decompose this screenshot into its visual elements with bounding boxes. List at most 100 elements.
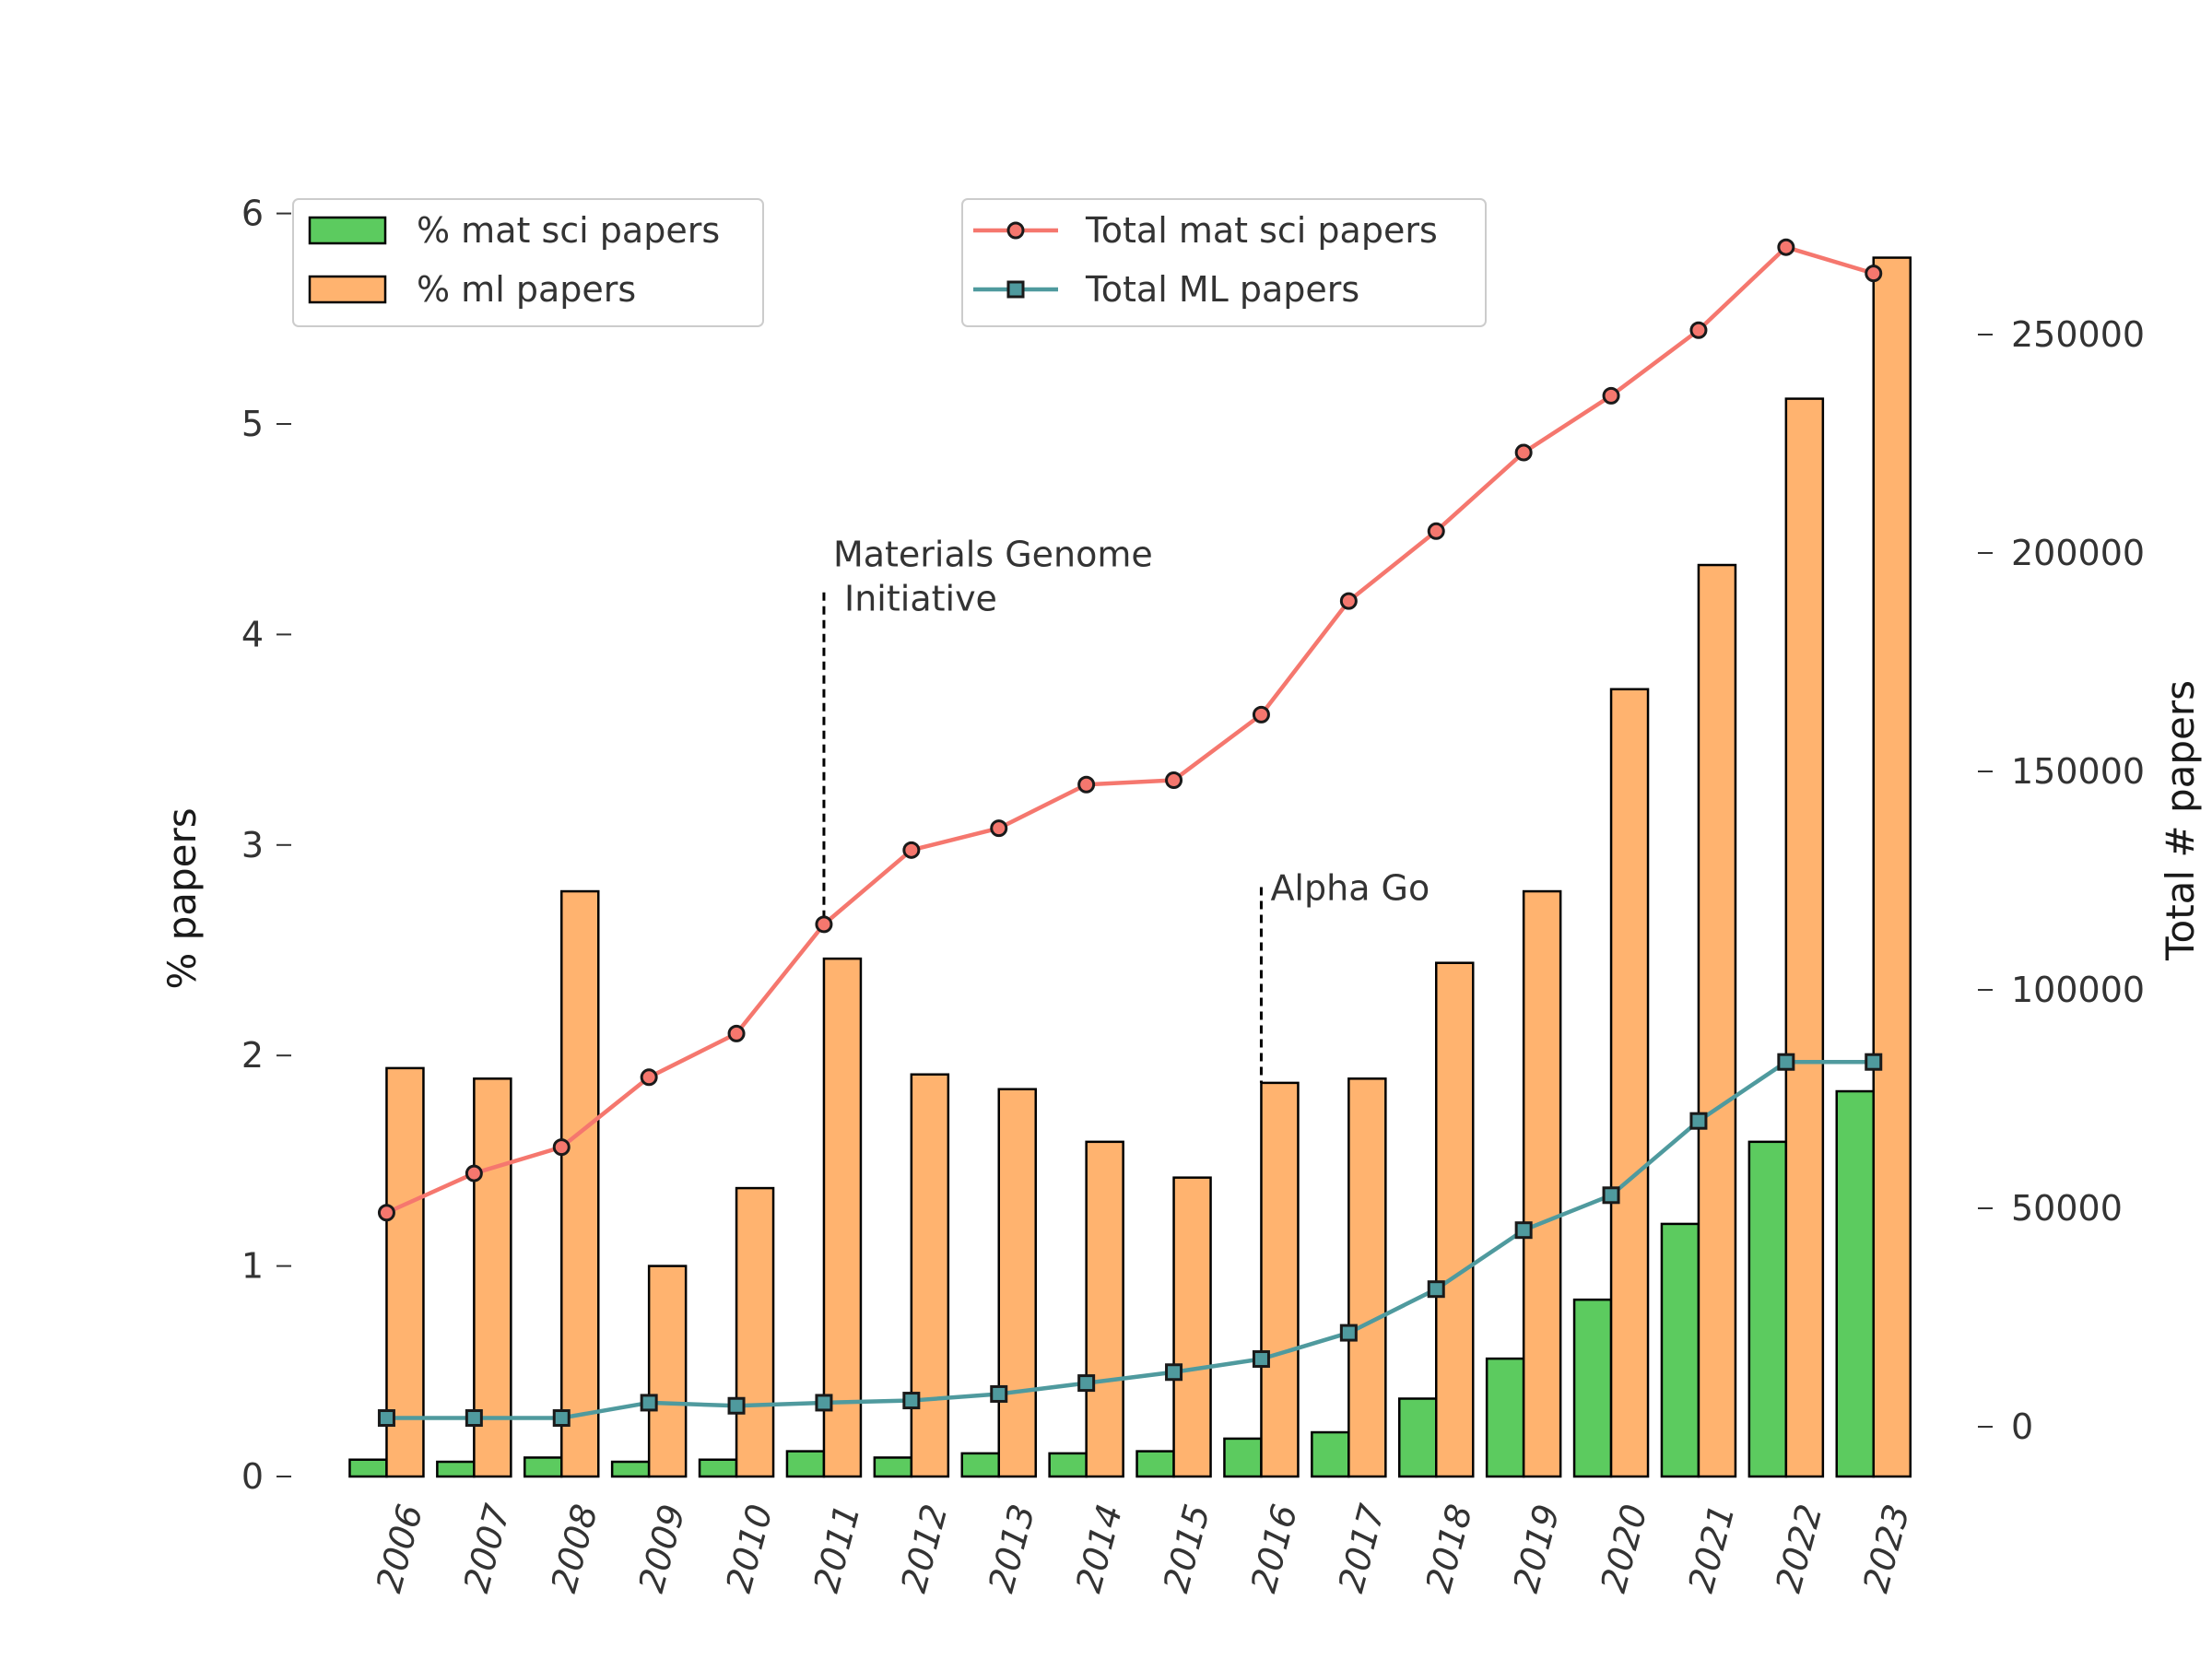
x-tick-label-2023: 2023	[1855, 1500, 1918, 1597]
point-total-ml-2017	[1339, 1324, 1358, 1342]
point-total-ml-2019	[1514, 1221, 1533, 1240]
legend-label-mat-sci-pct: % mat sci papers	[417, 210, 720, 251]
bar-mat-sci-pct-2010	[698, 1458, 738, 1478]
x-tick-label-2010: 2010	[718, 1500, 781, 1597]
annotation-label-2011: Materials Genome	[833, 535, 1153, 575]
x-tick-label-2006: 2006	[369, 1500, 431, 1597]
bars-layer	[348, 256, 1912, 1478]
legend-label-ml-pct: % ml papers	[417, 269, 636, 310]
legend-label-ml-total: Total ML papers	[1085, 269, 1359, 310]
y2-tick-label-200000: 200000	[2011, 533, 2145, 573]
bar-mat-sci-pct-2011	[785, 1450, 826, 1478]
point-total-ml-2006	[377, 1409, 395, 1428]
bar-mat-sci-pct-2014	[1048, 1452, 1088, 1478]
bar-mat-sci-pct-2015	[1135, 1450, 1175, 1478]
y2-tick-label-150000: 150000	[2011, 751, 2145, 792]
bar-mat-sci-pct-2008	[524, 1456, 563, 1478]
point-total-mat-sci-2019	[1514, 443, 1533, 462]
y-tick-label-0: 0	[241, 1456, 264, 1497]
x-tick-label-2013: 2013	[981, 1500, 1043, 1597]
x-axis: 2006 2007 2008 2009 2010 2011 2012 2013 2014 2015…	[369, 1500, 1918, 1597]
bar-mat-sci-pct-2023	[1835, 1089, 1875, 1478]
bar-ml-pct-2014	[1085, 1140, 1124, 1478]
bar-mat-sci-pct-2006	[348, 1458, 388, 1478]
legend-bars: % mat sci papers % ml papers	[292, 198, 764, 327]
legend-lines-frame	[961, 198, 1487, 327]
x-tick-label-2017: 2017	[1331, 1500, 1394, 1597]
point-total-ml-2009	[640, 1394, 658, 1412]
bar-mat-sci-pct-2017	[1311, 1430, 1350, 1478]
point-total-mat-sci-2023	[1865, 265, 1883, 283]
right-axis: 0 50000 100000 150000 200000 250000	[1978, 314, 2145, 1447]
point-total-mat-sci-2011	[815, 915, 833, 934]
point-total-ml-2022	[1777, 1053, 1795, 1071]
y2-tick-label-0: 0	[2011, 1406, 2033, 1447]
bar-mat-sci-pct-2022	[1747, 1140, 1788, 1478]
lines-layer	[377, 238, 1883, 1428]
annotation-label-2016: Alpha Go	[1270, 867, 1430, 908]
bar-ml-pct-2008	[560, 889, 600, 1478]
x-tick-label-2012: 2012	[893, 1500, 956, 1597]
y2-axis-label: Total # papers	[2158, 680, 2203, 961]
x-tick-label-2019: 2019	[1505, 1500, 1568, 1597]
bar-mat-sci-pct-2018	[1398, 1397, 1438, 1478]
x-tick-label-2022: 2022	[1768, 1500, 1830, 1597]
annotations-layer: Materials Genome Initiative Alpha Go	[822, 535, 1430, 1083]
bar-ml-pct-2011	[822, 957, 863, 1478]
point-total-mat-sci-2022	[1777, 238, 1795, 256]
x-tick-label-2021: 2021	[1680, 1500, 1743, 1597]
x-tick-label-2014: 2014	[1068, 1500, 1131, 1597]
bar-ml-pct-2019	[1522, 889, 1562, 1478]
bar-ml-pct-2013	[997, 1088, 1037, 1478]
line-total-ml	[386, 1059, 1874, 1420]
point-total-mat-sci-2015	[1165, 771, 1183, 789]
point-total-ml-2020	[1602, 1186, 1620, 1205]
point-total-mat-sci-2009	[640, 1068, 658, 1087]
annotation-label2-2011: Initiative	[833, 579, 997, 619]
bar-ml-pct-2017	[1347, 1077, 1387, 1478]
bar-ml-pct-2022	[1784, 397, 1825, 1478]
legend-marker-ml-total	[1006, 280, 1025, 299]
point-total-ml-2013	[990, 1384, 1008, 1403]
bar-ml-pct-2023	[1872, 256, 1912, 1478]
legend-bars-frame	[292, 198, 764, 327]
point-total-ml-2007	[465, 1409, 483, 1428]
bar-mat-sci-pct-2020	[1572, 1298, 1613, 1478]
bar-ml-pct-2018	[1435, 961, 1475, 1478]
legend-label-mat-sci-total: Total mat sci papers	[1085, 210, 1438, 251]
point-total-mat-sci-2018	[1427, 522, 1445, 540]
bar-ml-pct-2009	[647, 1265, 688, 1478]
point-total-ml-2011	[815, 1394, 833, 1412]
point-total-ml-2012	[902, 1392, 921, 1410]
point-total-ml-2010	[727, 1396, 746, 1415]
bar-ml-pct-2010	[735, 1186, 775, 1478]
point-total-ml-2014	[1077, 1374, 1096, 1393]
point-total-mat-sci-2013	[990, 819, 1008, 838]
legend-lines: Total mat sci papers Total ML papers	[961, 198, 1487, 327]
bar-mat-sci-pct-2019	[1485, 1357, 1525, 1478]
x-tick-label-2011: 2011	[806, 1500, 868, 1597]
point-total-mat-sci-2016	[1252, 705, 1270, 724]
x-tick-label-2018: 2018	[1418, 1500, 1480, 1597]
legend-swatch-mat-sci-pct	[308, 216, 387, 245]
y2-tick-label-100000: 100000	[2011, 970, 2145, 1010]
x-tick-label-2009: 2009	[630, 1500, 693, 1597]
bar-ml-pct-2015	[1172, 1176, 1212, 1478]
point-total-mat-sci-2017	[1339, 592, 1358, 610]
x-tick-label-2020: 2020	[1593, 1500, 1655, 1597]
point-total-ml-2023	[1865, 1053, 1883, 1071]
legend-swatch-ml-pct	[308, 275, 387, 304]
point-total-ml-2016	[1252, 1350, 1270, 1369]
bar-mat-sci-pct-2016	[1223, 1437, 1263, 1478]
point-total-mat-sci-2014	[1077, 775, 1096, 794]
point-total-mat-sci-2021	[1689, 321, 1708, 339]
point-total-mat-sci-2008	[552, 1138, 571, 1157]
bar-ml-pct-2016	[1260, 1081, 1300, 1478]
y-tick-label-4: 4	[241, 614, 264, 654]
point-total-ml-2015	[1165, 1363, 1183, 1382]
point-total-ml-2018	[1427, 1280, 1445, 1299]
point-total-mat-sci-2020	[1602, 386, 1620, 405]
y-tick-label-6: 6	[241, 194, 264, 234]
y-axis-label: % papers	[159, 807, 205, 989]
